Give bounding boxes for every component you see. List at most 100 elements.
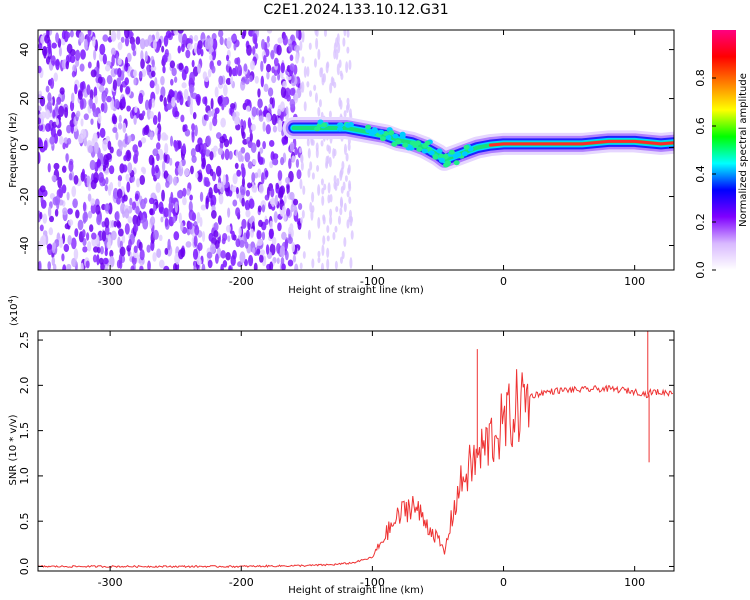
noise-blob xyxy=(228,136,233,145)
y-tick-label: 0.5 xyxy=(18,512,31,530)
noise-blob xyxy=(294,44,301,53)
noise-blob xyxy=(117,122,123,130)
noise-blob xyxy=(71,257,77,268)
noise-blob xyxy=(65,153,69,163)
noise-blob xyxy=(158,201,164,214)
noise-blob xyxy=(189,194,193,201)
noise-blob xyxy=(52,109,56,119)
noise-blob xyxy=(315,30,319,37)
chart-title: C2E1.2024.133.10.12.G31 xyxy=(263,2,448,18)
noise-blob xyxy=(136,215,141,227)
noise-blob xyxy=(56,129,62,137)
noise-blob xyxy=(236,169,242,177)
noise-blob xyxy=(220,263,224,270)
spectrogram-x-label: Height of straight line (km) xyxy=(288,285,424,296)
noise-blob xyxy=(186,43,193,50)
noise-blob xyxy=(197,172,203,183)
ridge-blob xyxy=(336,126,343,132)
noise-blob xyxy=(58,135,64,145)
noise-blob xyxy=(125,173,130,182)
noise-blob xyxy=(259,249,266,256)
noise-blob xyxy=(190,86,194,98)
noise-blob xyxy=(286,207,291,217)
noise-blob xyxy=(294,92,299,104)
noise-blob xyxy=(192,248,199,260)
noise-blob xyxy=(196,258,202,266)
noise-blob xyxy=(320,178,324,186)
noise-blob xyxy=(289,141,295,152)
snr-x-axis: -300 -200 -100 0 100 xyxy=(98,331,645,589)
noise-blob xyxy=(170,135,174,147)
noise-blob xyxy=(47,261,52,270)
noise-blob xyxy=(185,49,191,59)
noise-blob xyxy=(333,181,337,190)
noise-blob xyxy=(61,253,65,262)
noise-blob xyxy=(47,162,51,173)
noise-blob xyxy=(157,129,161,142)
noise-blob xyxy=(194,224,200,236)
noise-blob xyxy=(334,225,338,233)
x-tick-label: -100 xyxy=(360,275,385,288)
noise-blob xyxy=(40,195,44,205)
noise-blob xyxy=(51,242,56,254)
noise-blob xyxy=(308,42,312,50)
noise-blob xyxy=(170,78,174,86)
noise-blob xyxy=(39,95,46,107)
x-tick-label: 0 xyxy=(500,275,507,288)
noise-blob xyxy=(40,111,47,119)
noise-blob xyxy=(142,167,147,175)
noise-blob xyxy=(156,153,160,162)
noise-blob xyxy=(241,177,246,187)
noise-blob xyxy=(345,152,349,162)
noise-blob xyxy=(245,105,251,112)
noise-blob xyxy=(79,81,84,91)
noise-blob xyxy=(39,185,46,193)
colorbar-tick-label: 0.0 xyxy=(694,261,707,279)
noise-blob xyxy=(177,30,184,34)
noise-blob xyxy=(118,253,123,265)
noise-blob xyxy=(66,43,73,54)
noise-blob xyxy=(346,190,350,198)
noise-blob xyxy=(276,242,281,254)
noise-blob xyxy=(90,118,94,125)
ridge-blob xyxy=(428,150,435,156)
noise-blob xyxy=(225,252,231,261)
noise-blob xyxy=(226,54,230,62)
noise-blob xyxy=(301,33,305,43)
ridge-blob xyxy=(415,140,422,146)
noise-blob xyxy=(77,134,84,144)
noise-blob xyxy=(302,185,306,196)
noise-blob xyxy=(112,79,118,92)
y-tick-label: 2.0 xyxy=(18,377,31,395)
noise-blob xyxy=(251,172,256,183)
noise-blob xyxy=(106,74,113,85)
spectrogram-x-axis: -300 -200 -100 0 100 xyxy=(98,30,645,288)
noise-blob xyxy=(269,261,274,270)
noise-blob xyxy=(139,212,144,221)
noise-blob xyxy=(115,131,119,141)
noise-blob xyxy=(74,228,79,238)
noise-blob xyxy=(157,111,161,123)
noise-blob xyxy=(59,87,65,95)
noise-blob xyxy=(81,229,86,238)
ridge-blob xyxy=(463,144,470,150)
noise-blob xyxy=(71,237,77,250)
spectrogram-y-label: Frequency (Hz) xyxy=(8,112,19,188)
ridge-blob xyxy=(388,130,395,136)
noise-blob xyxy=(255,108,259,116)
noise-blob xyxy=(143,125,149,136)
noise-blob xyxy=(92,254,98,263)
noise-blob xyxy=(300,217,304,224)
noise-blob xyxy=(126,135,132,143)
noise-blob xyxy=(289,54,294,62)
noise-blob xyxy=(227,59,231,67)
noise-blob xyxy=(346,46,350,54)
noise-blob xyxy=(313,58,317,68)
noise-blob xyxy=(69,100,75,112)
snr-panel: -300 -200 -100 0 100 0.0 0.5 1.0 1.5 2.0 2.5 Heig… xyxy=(7,295,675,596)
noise-blob xyxy=(289,63,295,71)
noise-blob xyxy=(325,62,329,74)
noise-blob xyxy=(140,58,145,70)
noise-blob xyxy=(311,258,315,269)
noise-blob xyxy=(191,212,197,222)
